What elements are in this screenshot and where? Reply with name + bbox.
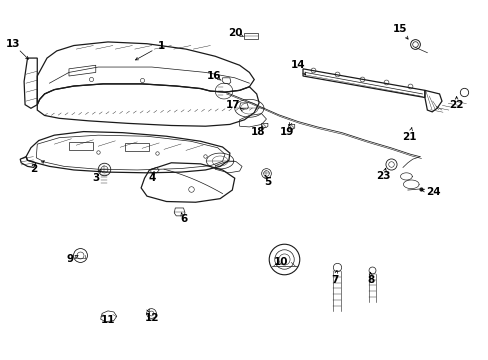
Text: 13: 13 — [6, 39, 20, 49]
Text: 3: 3 — [92, 173, 99, 183]
Text: 17: 17 — [225, 100, 240, 110]
Text: 9: 9 — [66, 254, 73, 264]
Text: 23: 23 — [375, 171, 390, 181]
Text: 5: 5 — [264, 177, 271, 187]
Text: 14: 14 — [290, 60, 305, 70]
Text: 10: 10 — [273, 257, 288, 267]
Text: 16: 16 — [206, 71, 221, 81]
Text: 4: 4 — [148, 173, 155, 183]
Text: 19: 19 — [280, 127, 294, 136]
Text: 8: 8 — [367, 275, 374, 285]
Text: 6: 6 — [180, 215, 187, 224]
Text: 22: 22 — [448, 100, 463, 110]
Text: 1: 1 — [158, 41, 165, 50]
Text: 7: 7 — [330, 275, 338, 285]
Text: 15: 15 — [392, 24, 407, 35]
Text: 12: 12 — [144, 313, 159, 323]
Text: 2: 2 — [30, 164, 38, 174]
Text: 24: 24 — [426, 187, 440, 197]
Text: 11: 11 — [101, 315, 115, 325]
Text: 18: 18 — [250, 127, 264, 136]
Bar — [243, 33, 258, 40]
Text: 21: 21 — [401, 132, 416, 142]
Text: 20: 20 — [228, 28, 243, 38]
